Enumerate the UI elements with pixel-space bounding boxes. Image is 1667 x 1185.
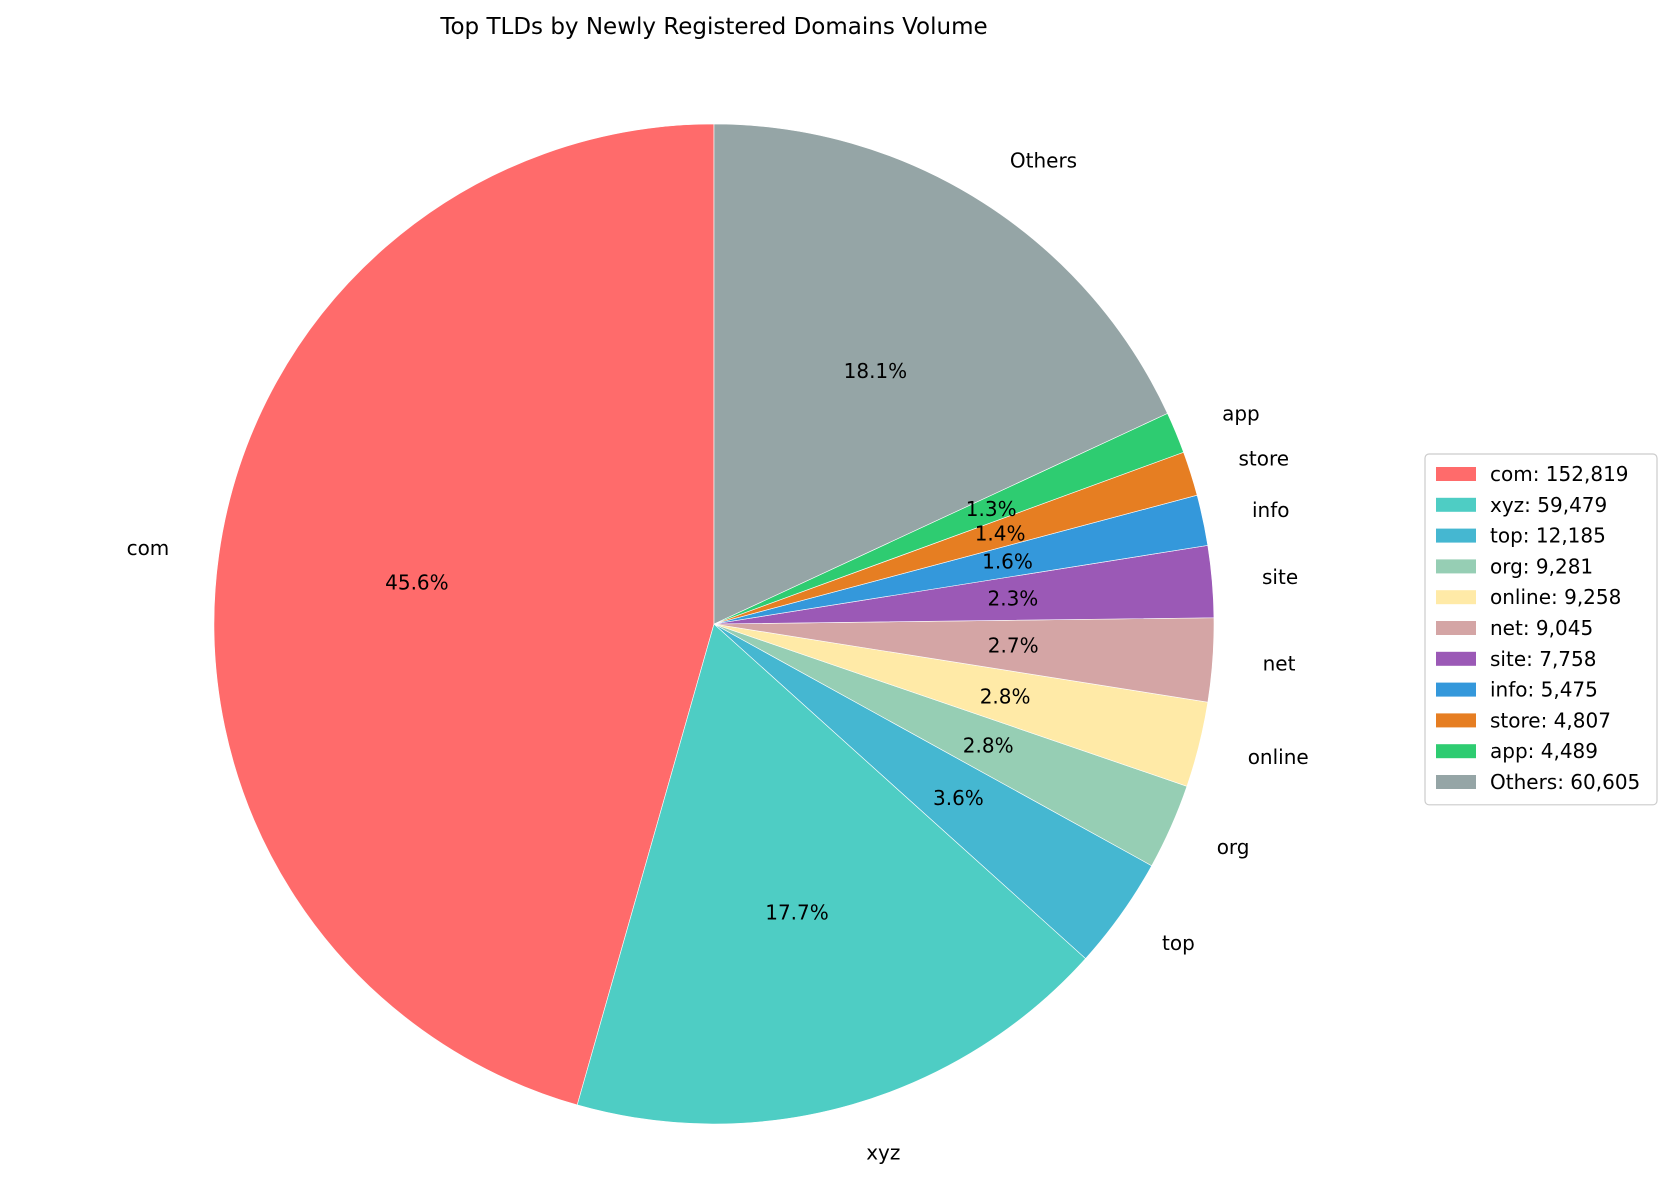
legend-swatch-info	[1436, 682, 1476, 697]
legend-label-store: store: 4,807	[1490, 708, 1611, 732]
legend-label-org: org: 9,281	[1490, 554, 1593, 578]
legend-label-app: app: 4,489	[1490, 739, 1598, 763]
legend-item-top: top: 12,185	[1436, 524, 1606, 548]
slice-label-top: top	[1162, 931, 1195, 955]
legend-item-site: site: 7,758	[1436, 647, 1596, 671]
legend-label-top: top: 12,185	[1490, 524, 1606, 548]
legend-frame	[1424, 453, 1658, 806]
legend-label-online: online: 9,258	[1490, 585, 1621, 609]
percent-label-site: 2.3%	[987, 587, 1038, 611]
percent-label-store: 1.4%	[975, 522, 1026, 546]
slice-label-xyz: xyz	[866, 1141, 900, 1165]
slice-label-app: app	[1222, 402, 1260, 426]
percent-label-com: 45.6%	[385, 571, 449, 595]
pie-slices	[213, 123, 1215, 1125]
legend-item-online: online: 9,258	[1436, 585, 1621, 609]
slice-label-online: online	[1248, 745, 1309, 769]
legend-swatch-top	[1436, 528, 1476, 543]
slice-labels: com xyz top org online net site info store app Oth…	[127, 148, 1309, 1164]
slice-label-info: info	[1252, 498, 1290, 522]
legend-item-info: info: 5,475	[1436, 678, 1598, 702]
legend-swatch-xyz	[1436, 497, 1476, 512]
legend-item-org: org: 9,281	[1436, 554, 1593, 578]
legend-label-site: site: 7,758	[1490, 647, 1596, 671]
legend-item-xyz: xyz: 59,479	[1436, 493, 1607, 517]
percent-label-xyz: 17.7%	[765, 900, 829, 924]
pie-slice-others	[713, 123, 1168, 625]
legend-label-com: com: 152,819	[1490, 462, 1629, 486]
legend-label-info: info: 5,475	[1490, 678, 1598, 702]
slice-label-store: store	[1239, 447, 1290, 471]
legend-item-com: com: 152,819	[1436, 462, 1629, 486]
slice-label-site: site	[1262, 565, 1298, 589]
legend: com: 152,819 xyz: 59,479 top: 12,185 org: 9…	[1424, 453, 1658, 806]
legend-swatch-online	[1436, 590, 1476, 605]
legend-label-net: net: 9,045	[1490, 616, 1593, 640]
percent-labels: 45.6% 17.7% 3.6% 2.8% 2.8% 2.7% 2.3% 1.6% 1.4%1.…	[385, 359, 1038, 924]
slice-label-com: com	[127, 536, 170, 560]
percent-label-others: 18.1%	[844, 359, 908, 383]
slice-label-others: Others	[1010, 148, 1077, 172]
legend-item-others: Others: 60,605	[1436, 770, 1640, 794]
legend-label-xyz: xyz: 59,479	[1490, 493, 1607, 517]
pie-slice-com	[213, 123, 715, 1106]
pie-slice-xyz	[576, 623, 1087, 1125]
legend-item-store: store: 4,807	[1436, 708, 1611, 732]
legend-swatch-com	[1436, 467, 1476, 481]
legend-swatch-site	[1436, 651, 1476, 666]
legend-swatch-net	[1436, 621, 1476, 635]
slice-label-org: org	[1217, 835, 1250, 859]
percent-label-app: 1.3%	[966, 497, 1017, 521]
legend-item-app: app: 4,489	[1436, 739, 1598, 763]
legend-item-net: net: 9,045	[1436, 616, 1593, 640]
legend-swatch-others	[1436, 775, 1476, 789]
chart-title: Top TLDs by Newly Registered Domains Vol…	[439, 14, 987, 40]
legend-swatch-org	[1436, 559, 1476, 574]
percent-label-org: 2.8%	[963, 734, 1014, 758]
percent-label-info: 1.6%	[982, 550, 1033, 574]
slice-label-net: net	[1263, 652, 1296, 676]
legend-swatch-app	[1436, 744, 1476, 759]
percent-label-top: 3.6%	[933, 786, 984, 810]
legend-swatch-store	[1436, 713, 1476, 728]
percent-label-net: 2.7%	[988, 634, 1039, 658]
legend-label-others: Others: 60,605	[1490, 770, 1640, 794]
percent-label-online: 2.8%	[980, 684, 1031, 708]
